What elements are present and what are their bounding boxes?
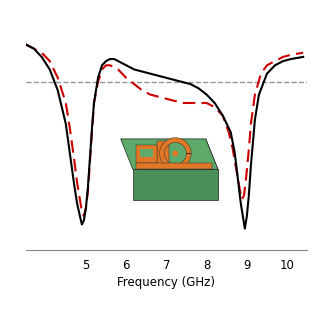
- Polygon shape: [157, 141, 169, 167]
- Circle shape: [171, 149, 180, 158]
- Polygon shape: [140, 148, 154, 157]
- Polygon shape: [133, 169, 218, 200]
- Polygon shape: [121, 139, 218, 169]
- Polygon shape: [160, 138, 191, 169]
- Polygon shape: [136, 145, 157, 163]
- X-axis label: Frequency (GHz): Frequency (GHz): [117, 276, 215, 290]
- Circle shape: [173, 151, 178, 156]
- Polygon shape: [136, 163, 212, 169]
- Polygon shape: [206, 139, 218, 200]
